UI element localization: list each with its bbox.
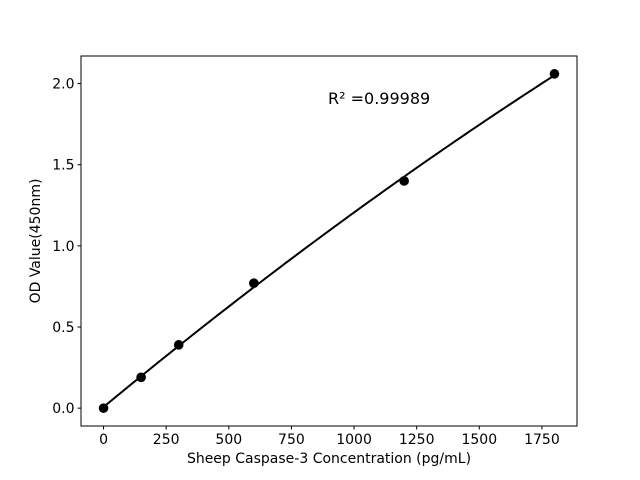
y-axis-label: OD Value(450nm) [28,178,44,304]
data-point [173,340,184,350]
x-tick-label: 0 [99,432,108,448]
data-point [136,372,146,383]
data-point [399,176,409,186]
x-axis-label: Sheep Caspase-3 Concentration (pg/mL) [186,451,472,467]
fit-line [102,74,556,409]
x-tick-label: 500 [215,432,242,448]
data-point [549,69,560,79]
y-tick-label: 0.5 [52,320,74,336]
x-tick-label: 1250 [399,432,435,448]
y-tick-label: 0.0 [52,401,74,417]
r-squared-annotation: R² =0.99989 [328,89,431,108]
axes-frame [80,55,578,427]
y-tick-label: 1.0 [52,239,74,255]
data-point [249,278,259,288]
x-tick-label: 1000 [336,432,372,448]
x-tick-label: 750 [278,432,305,448]
y-tick-label: 2.0 [52,77,74,93]
y-tick-label: 1.5 [52,158,74,174]
data-point [98,403,109,413]
x-tick-label: 1750 [524,432,560,448]
x-tick-label: 1500 [461,432,497,448]
x-tick-label: 250 [153,432,180,448]
